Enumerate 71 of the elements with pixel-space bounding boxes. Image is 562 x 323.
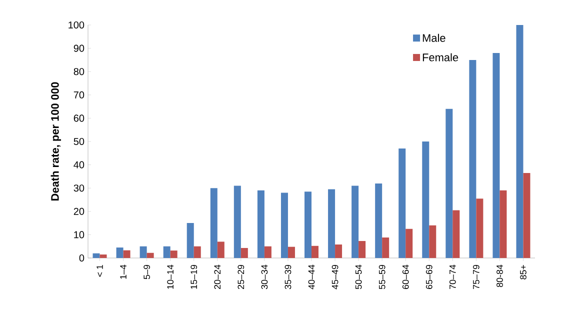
bar [186, 223, 194, 258]
bar [116, 248, 124, 258]
bar [140, 246, 147, 258]
x-tick-label: 60–64 [402, 264, 409, 289]
x-tick-label: 75–79 [473, 264, 480, 289]
bar [523, 172, 530, 258]
bar [352, 186, 359, 258]
y-axis-title: Death rate, per 100 000 [50, 82, 62, 200]
bar [146, 252, 154, 258]
x-tick-label: 35–39 [284, 264, 292, 290]
x-tick-label: 55–59 [378, 264, 386, 290]
y-tick-label: 20 [74, 208, 84, 215]
bar [264, 246, 272, 258]
bar [288, 246, 295, 258]
bar [375, 183, 382, 258]
bar [210, 188, 218, 258]
bar [328, 189, 336, 258]
bar [240, 248, 248, 258]
bar [100, 254, 107, 258]
bar [304, 192, 312, 258]
bar [382, 237, 390, 258]
x-tick-label: 50–54 [355, 264, 362, 290]
bar [406, 228, 413, 258]
y-tick-label: 30 [74, 184, 84, 192]
bar [452, 210, 460, 258]
x-tick-label: < 1 [96, 264, 103, 277]
bar [163, 246, 170, 258]
bar [234, 186, 241, 258]
bar [170, 250, 178, 258]
bar [194, 246, 201, 258]
bar [446, 108, 453, 258]
x-tick-label: 45–49 [332, 264, 338, 290]
bar [469, 60, 476, 258]
y-tick-label: 40 [74, 161, 84, 168]
x-tick-label: 30–34 [261, 264, 268, 290]
bar [429, 225, 436, 258]
y-tick-label: 70 [74, 91, 84, 98]
bar [312, 246, 319, 258]
x-tick-label: 10–14 [167, 264, 174, 289]
bar [492, 52, 500, 258]
y-tick-label: 50 [74, 138, 84, 146]
x-tick-label: 1–4 [120, 264, 126, 279]
bar [335, 244, 342, 258]
y-tick-label: 60 [74, 114, 84, 122]
bar [422, 141, 430, 258]
x-tick-label: 85+ [520, 264, 526, 280]
x-tick-label: 25–29 [238, 264, 244, 289]
x-tick-label: 5–9 [144, 264, 150, 280]
x-tick-label: 40–44 [308, 264, 315, 290]
bar [257, 190, 264, 258]
bar [217, 242, 224, 258]
y-tick-label: 90 [74, 44, 84, 52]
bar [476, 198, 484, 258]
legend-label: Male [422, 34, 446, 42]
y-tick-label: 100 [68, 21, 84, 29]
bar [358, 240, 366, 258]
y-tick-label: 10 [74, 231, 84, 238]
bar [516, 24, 524, 258]
x-tick-label: 65–69 [426, 264, 432, 289]
x-tick-label: 15–19 [190, 264, 198, 289]
bar [500, 190, 507, 258]
x-tick-label: 20–24 [214, 264, 221, 289]
bar [280, 192, 288, 258]
bar [123, 250, 130, 258]
x-tick-label: 80-84 [496, 264, 503, 288]
x-tick-label: 70–74 [449, 264, 456, 289]
y-tick-label: 80 [74, 68, 84, 76]
y-tick-label: 0 [79, 254, 84, 262]
bar [92, 253, 100, 258]
legend-label: Female [422, 53, 458, 62]
bar [398, 148, 406, 258]
